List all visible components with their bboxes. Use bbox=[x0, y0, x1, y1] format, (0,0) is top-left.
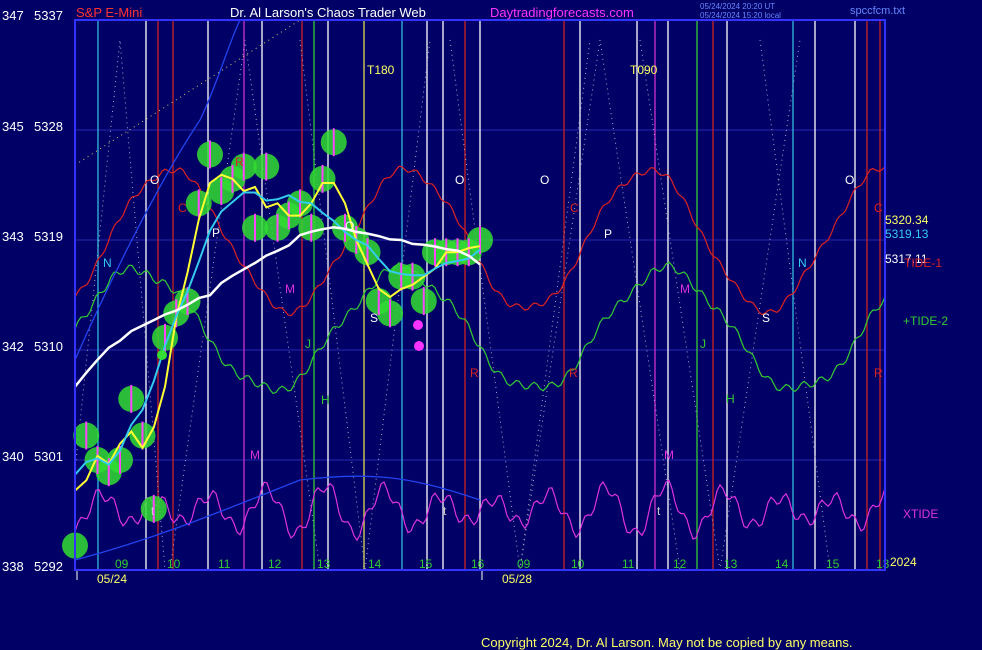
chart-title: Dr. Al Larson's Chaos Trader Web bbox=[230, 5, 426, 20]
callout-5319: 5319.13 bbox=[885, 227, 929, 241]
pivot-dot-1 bbox=[414, 341, 424, 351]
marker-letter-0: O bbox=[150, 173, 159, 187]
label-t180: T180 bbox=[367, 63, 395, 77]
axis-price-5301: 5301 bbox=[34, 449, 63, 464]
marker-letter-19: R bbox=[470, 366, 479, 380]
marker-letter-12: M bbox=[680, 282, 690, 296]
axis-left-340: 340 bbox=[2, 449, 24, 464]
marker-letter-14: J bbox=[700, 337, 706, 351]
tide2-line bbox=[74, 261, 886, 395]
xtide-line bbox=[74, 479, 886, 542]
marker-letter-11: M bbox=[285, 282, 295, 296]
hour-label-15: 13 bbox=[876, 557, 890, 571]
axis-price-5328: 5328 bbox=[34, 119, 63, 134]
marker-letter-22: M bbox=[250, 448, 260, 462]
marker-letter-20: R bbox=[569, 366, 578, 380]
marker-letter-18: S bbox=[762, 311, 770, 325]
year-label: 2024 bbox=[890, 555, 917, 569]
axis-price-5292: 5292 bbox=[34, 559, 63, 574]
plot-frame bbox=[74, 19, 886, 571]
axis-top-left-347: 347 bbox=[2, 8, 24, 23]
marker-letter-16: H bbox=[726, 392, 735, 406]
callout-5320: 5320.34 bbox=[885, 213, 929, 227]
marker-letter-8: P bbox=[604, 227, 612, 241]
site-label: Daytradingforecasts.com bbox=[490, 5, 634, 20]
copyright: Copyright 2024, Dr. Al Larson. May not b… bbox=[481, 635, 852, 650]
hour-label-1: 10 bbox=[167, 557, 181, 571]
hour-label-2: 11 bbox=[218, 557, 231, 571]
axis-left-342: 342 bbox=[2, 339, 24, 354]
hour-label-5: 14 bbox=[368, 557, 382, 571]
marker-letter-13: J bbox=[305, 337, 311, 351]
fast-average-line bbox=[74, 173, 481, 492]
dotted-trend-1 bbox=[169, 39, 321, 571]
axis-left-338: 338 bbox=[2, 559, 24, 574]
axis-left-343: 343 bbox=[2, 229, 24, 244]
hour-label-11: 12 bbox=[673, 557, 687, 571]
slow-average-line bbox=[74, 226, 481, 388]
blue-lower-line bbox=[74, 475, 481, 561]
hour-label-4: 13 bbox=[317, 557, 331, 571]
hour-label-13: 14 bbox=[775, 557, 789, 571]
blue-envelope-line bbox=[74, 19, 241, 361]
marker-letter-23: M bbox=[664, 448, 674, 462]
marker-letter-15: H bbox=[321, 393, 330, 407]
marker-letter-5: C bbox=[570, 201, 579, 215]
marker-letter-17: S bbox=[370, 311, 378, 325]
axis-left-345: 345 bbox=[2, 119, 24, 134]
marker-letter-28: t bbox=[657, 504, 661, 518]
callout-5317: 5317.11 bbox=[885, 252, 928, 266]
legend-tide2: +TIDE-2 bbox=[903, 314, 948, 328]
marker-letter-3: O bbox=[540, 173, 549, 187]
axis-price-5319: 5319 bbox=[34, 229, 63, 244]
marker-letter-10: N bbox=[798, 256, 807, 270]
hour-label-7: 16 bbox=[471, 557, 485, 571]
pivot-dot-2 bbox=[157, 350, 167, 360]
marker-letter-7: P bbox=[212, 226, 220, 240]
label-t090: T090 bbox=[630, 63, 658, 77]
legend-tide1: TIDE-1 bbox=[904, 256, 942, 270]
timestamp-ut: 05/24/2024 20:20 UT bbox=[700, 2, 775, 11]
pivot-dot-0 bbox=[413, 320, 423, 330]
date-label-0524: 05/24 bbox=[97, 572, 127, 586]
marker-letter-24: C bbox=[874, 201, 883, 215]
marker-letter-27: t bbox=[443, 504, 447, 518]
hour-label-0: 09 bbox=[115, 557, 129, 571]
marker-letter-1: C bbox=[178, 201, 187, 215]
mid-average-line bbox=[74, 191, 481, 476]
marker-letter-2: O bbox=[455, 173, 464, 187]
marker-letter-26: t bbox=[151, 504, 155, 518]
instrument-label: S&P E-Mini bbox=[76, 5, 142, 20]
timestamp-local: 05/24/2024 15:20 local bbox=[700, 11, 781, 20]
hour-label-10: 11 bbox=[622, 557, 635, 571]
legend-xtide: XTIDE bbox=[903, 507, 938, 521]
marker-letter-9: N bbox=[103, 256, 112, 270]
dotted-trend-6 bbox=[759, 39, 831, 571]
marker-letter-21: R bbox=[874, 366, 883, 380]
hour-label-6: 15 bbox=[419, 557, 433, 571]
hour-label-9: 10 bbox=[571, 557, 585, 571]
hour-label-3: 12 bbox=[268, 557, 282, 571]
hour-label-14: 15 bbox=[826, 557, 840, 571]
marker-letter-4: O bbox=[845, 173, 854, 187]
axis-top-left-5337: 5337 bbox=[34, 8, 63, 23]
marker-letter-6: O bbox=[345, 219, 354, 233]
hour-label-8: 09 bbox=[517, 557, 531, 571]
axis-price-5310: 5310 bbox=[34, 339, 63, 354]
date-label-0528: 05/28 bbox=[502, 572, 532, 586]
file-label: spccfcm.txt bbox=[850, 5, 905, 17]
marker-letter-25: R bbox=[235, 155, 244, 169]
hour-label-12: 13 bbox=[724, 557, 738, 571]
